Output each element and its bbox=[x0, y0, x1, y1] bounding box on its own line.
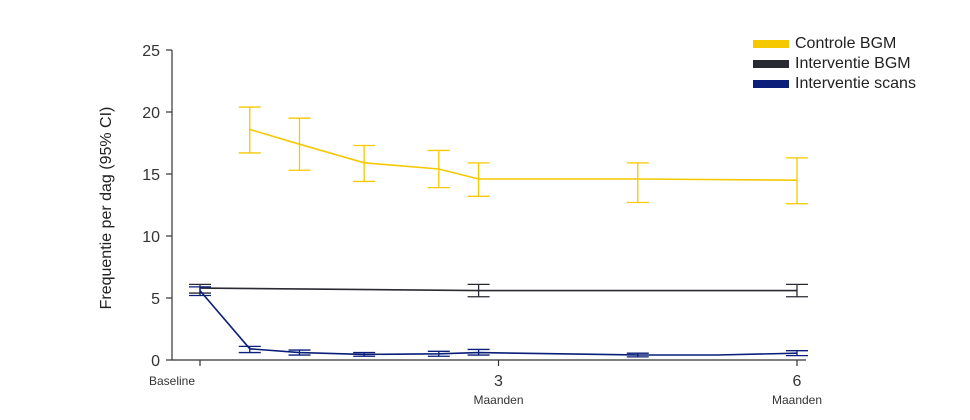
axes: 0 5 10 15 20 25 Baseline 3 Maanden 6 Maanden bbox=[142, 43, 822, 407]
legend-swatch bbox=[753, 80, 789, 88]
y-tick-label: 5 bbox=[151, 291, 160, 308]
x-tick-label: 6 bbox=[793, 373, 802, 390]
series-interventie-bgm bbox=[189, 283, 808, 298]
error-bar bbox=[238, 345, 261, 354]
y-tick-label: 10 bbox=[142, 229, 160, 246]
error-bar bbox=[427, 350, 450, 357]
error-bar bbox=[288, 117, 311, 171]
y-tick-label: 25 bbox=[142, 43, 160, 60]
x-tick-label: 3 bbox=[494, 373, 503, 390]
error-bar bbox=[786, 350, 808, 357]
series-line bbox=[199, 290, 798, 356]
legend-item-interventie-bgm: Interventie BGM bbox=[753, 54, 916, 74]
series-controle-bgm bbox=[238, 106, 808, 205]
legend-label: Interventie BGM bbox=[795, 55, 911, 72]
error-bar bbox=[467, 283, 490, 298]
series-layer bbox=[189, 106, 808, 358]
error-bar bbox=[626, 162, 649, 204]
error-bar bbox=[288, 349, 311, 356]
series-line bbox=[249, 128, 798, 181]
error-bar bbox=[626, 352, 649, 358]
error-bar bbox=[467, 348, 490, 356]
error-bar bbox=[467, 162, 490, 197]
legend-label: Interventie scans bbox=[795, 75, 916, 92]
series-line bbox=[199, 287, 797, 292]
legend-swatch bbox=[753, 40, 789, 48]
error-bar bbox=[238, 106, 261, 154]
error-bar bbox=[353, 144, 376, 183]
y-tick-label: 15 bbox=[142, 167, 160, 184]
legend-item-interventie-scans: Interventie scans bbox=[753, 74, 916, 94]
x-tick-sublabel: Maanden bbox=[772, 393, 822, 407]
x-tick-label: Baseline bbox=[149, 374, 195, 388]
error-bar bbox=[786, 157, 808, 205]
legend-item-controle-bgm: Controle BGM bbox=[753, 34, 916, 54]
error-bar bbox=[189, 286, 211, 297]
y-tick-label: 20 bbox=[142, 105, 160, 122]
error-bar bbox=[786, 283, 808, 298]
error-bar bbox=[427, 149, 450, 189]
series-interventie-scans bbox=[189, 286, 808, 358]
y-tick-label: 0 bbox=[151, 353, 160, 370]
error-bar bbox=[353, 351, 376, 357]
legend-swatch bbox=[753, 60, 789, 68]
y-axis-label: Frequentie per dag (95% CI) bbox=[98, 106, 115, 310]
legend-label: Controle BGM bbox=[795, 35, 897, 52]
x-tick-sublabel: Maanden bbox=[473, 393, 523, 407]
legend: Controle BGM Interventie BGM Interventie… bbox=[753, 34, 916, 94]
